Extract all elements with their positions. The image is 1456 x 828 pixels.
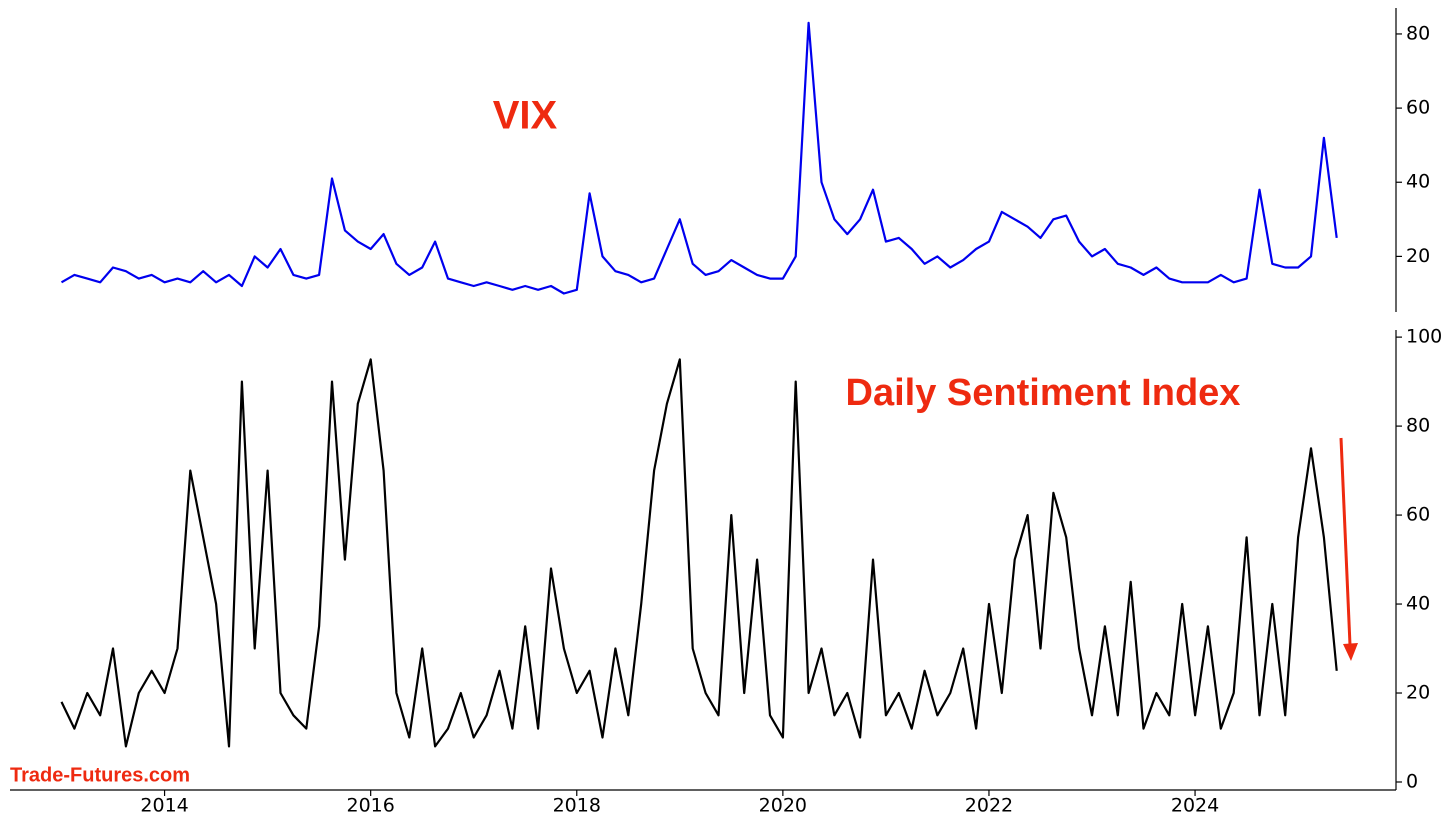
arrow-head [1343, 643, 1358, 661]
y-tick-label: 80 [1406, 22, 1430, 44]
x-tick-label: 2022 [965, 795, 1013, 817]
arrow-shaft [1339, 437, 1352, 646]
x-tick-label: 2016 [346, 795, 394, 817]
y-tick-label: 60 [1406, 504, 1430, 526]
y-tick-label: 40 [1406, 593, 1430, 615]
annotation: VIX [493, 94, 558, 138]
y-tick-label: 60 [1406, 97, 1430, 119]
annotation: Daily Sentiment Index [846, 372, 1241, 414]
series-line [60, 358, 1338, 748]
y-tick-label: 20 [1406, 682, 1430, 704]
y-tick-label: 40 [1406, 171, 1430, 193]
y-tick-label: 80 [1406, 415, 1430, 437]
series-line [60, 21, 1338, 295]
x-tick-label: 2020 [759, 795, 807, 817]
x-tick-label: 2014 [140, 795, 188, 817]
y-tick-label: 100 [1406, 326, 1442, 348]
watermark: Trade-Futures.com [10, 764, 190, 786]
x-tick-label: 2024 [1171, 795, 1219, 817]
x-tick-label: 2018 [553, 795, 601, 817]
y-tick-label: 0 [1406, 770, 1418, 792]
y-tick-label: 20 [1406, 245, 1430, 267]
